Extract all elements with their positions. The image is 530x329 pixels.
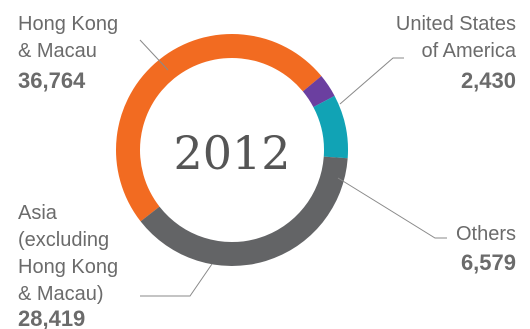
leader-line-usa — [339, 57, 404, 105]
slice-value-asia: 28,419 — [18, 306, 85, 329]
slice-label-others: Others — [456, 223, 516, 245]
slice-label-asia-line2: (excluding — [18, 229, 109, 251]
slice-value-usa: 2,430 — [461, 68, 516, 93]
donut-slice-hong-kong — [116, 34, 322, 222]
slice-value-hong-kong: 36,764 — [18, 68, 86, 93]
slice-label-hong-kong-line1: Hong Kong — [18, 13, 118, 35]
slice-label-hong-kong-line2: & Macau — [18, 40, 97, 62]
slice-label-asia-line3: Hong Kong — [18, 256, 118, 278]
donut-ring — [116, 34, 348, 266]
donut-slice-others — [313, 95, 348, 159]
leader-line-hong-kong — [139, 39, 169, 71]
leader-line-others — [337, 177, 447, 239]
slice-label-asia-line1: Asia — [18, 202, 58, 224]
slice-label-usa-line1: United States — [396, 13, 516, 35]
donut-slice-usa — [302, 76, 335, 108]
donut-slice-asia — [140, 156, 348, 266]
slice-value-others: 6,579 — [461, 250, 516, 275]
center-year-label: 2012 — [173, 126, 290, 180]
leader-line-asia — [140, 263, 213, 297]
slice-label-usa-line2: of America — [422, 40, 517, 62]
slice-label-asia-line4: & Macau) — [18, 283, 104, 305]
